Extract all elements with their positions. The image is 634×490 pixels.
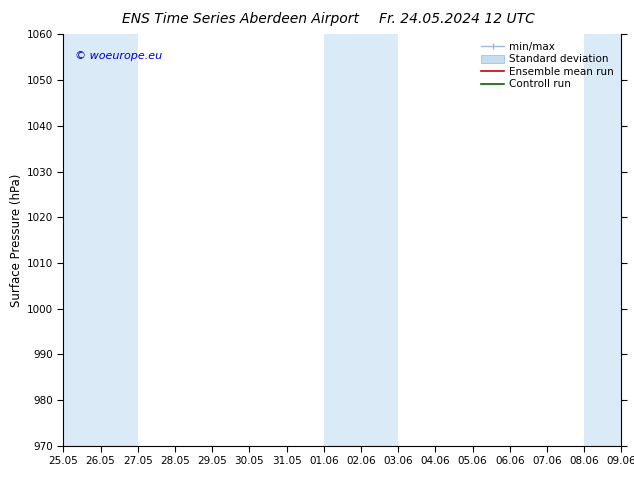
Text: © woeurope.eu: © woeurope.eu	[75, 51, 162, 61]
Y-axis label: Surface Pressure (hPa): Surface Pressure (hPa)	[10, 173, 23, 307]
Bar	[324, 34, 398, 446]
Bar	[63, 34, 138, 446]
Text: ENS Time Series Aberdeen Airport: ENS Time Series Aberdeen Airport	[122, 12, 359, 26]
Legend: min/max, Standard deviation, Ensemble mean run, Controll run: min/max, Standard deviation, Ensemble me…	[479, 40, 616, 92]
Bar	[584, 34, 621, 446]
Text: Fr. 24.05.2024 12 UTC: Fr. 24.05.2024 12 UTC	[378, 12, 534, 26]
